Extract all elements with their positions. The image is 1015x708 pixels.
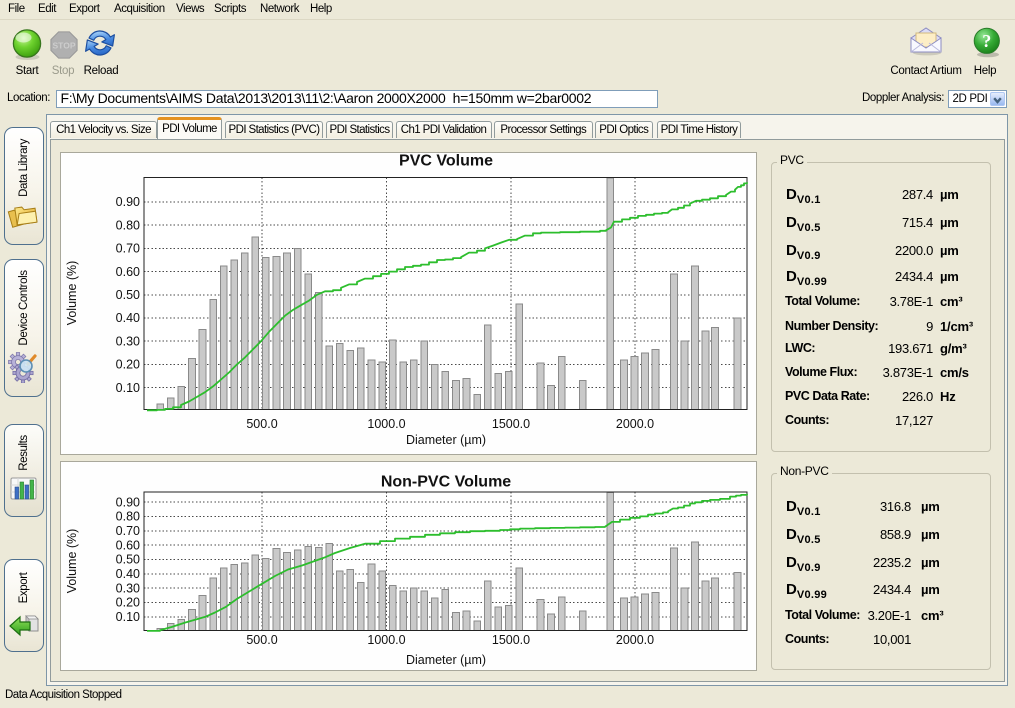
svg-text:STOP: STOP: [52, 40, 75, 50]
svg-text:1500.0: 1500.0: [492, 633, 530, 647]
svg-text:1000.0: 1000.0: [367, 417, 405, 431]
svg-text:0.60: 0.60: [116, 538, 140, 552]
svg-text:1000.0: 1000.0: [367, 633, 405, 647]
svg-text:0.50: 0.50: [116, 288, 140, 302]
svg-text:Diameter (µm): Diameter (µm): [406, 653, 486, 667]
svg-text:0.40: 0.40: [116, 311, 140, 325]
svg-text:0.90: 0.90: [116, 495, 140, 509]
svg-text:0.70: 0.70: [116, 242, 140, 256]
svg-text:Diameter (µm): Diameter (µm): [406, 433, 486, 447]
svg-text:0.30: 0.30: [116, 581, 140, 595]
svg-text:Volume (%): Volume (%): [65, 261, 79, 326]
svg-text:0.70: 0.70: [116, 524, 140, 538]
svg-text:2000.0: 2000.0: [616, 417, 654, 431]
svg-text:2000.0: 2000.0: [616, 633, 654, 647]
svg-text:0.20: 0.20: [116, 596, 140, 610]
svg-text:0.50: 0.50: [116, 553, 140, 567]
svg-text:0.20: 0.20: [116, 358, 140, 372]
svg-text:0.40: 0.40: [116, 567, 140, 581]
svg-text:0.80: 0.80: [116, 510, 140, 524]
svg-text:0.10: 0.10: [116, 381, 140, 395]
svg-text:500.0: 500.0: [246, 633, 277, 647]
svg-text:0.60: 0.60: [116, 265, 140, 279]
svg-text:0.90: 0.90: [116, 195, 140, 209]
svg-text:?: ?: [982, 31, 991, 51]
svg-text:PVC Volume: PVC Volume: [399, 153, 493, 170]
svg-text:500.0: 500.0: [246, 417, 277, 431]
svg-text:Volume (%): Volume (%): [65, 529, 79, 594]
svg-text:1500.0: 1500.0: [492, 417, 530, 431]
svg-text:0.80: 0.80: [116, 218, 140, 232]
svg-text:0.10: 0.10: [116, 610, 140, 624]
svg-text:Non-PVC Volume: Non-PVC Volume: [381, 474, 511, 491]
svg-text:0.30: 0.30: [116, 334, 140, 348]
